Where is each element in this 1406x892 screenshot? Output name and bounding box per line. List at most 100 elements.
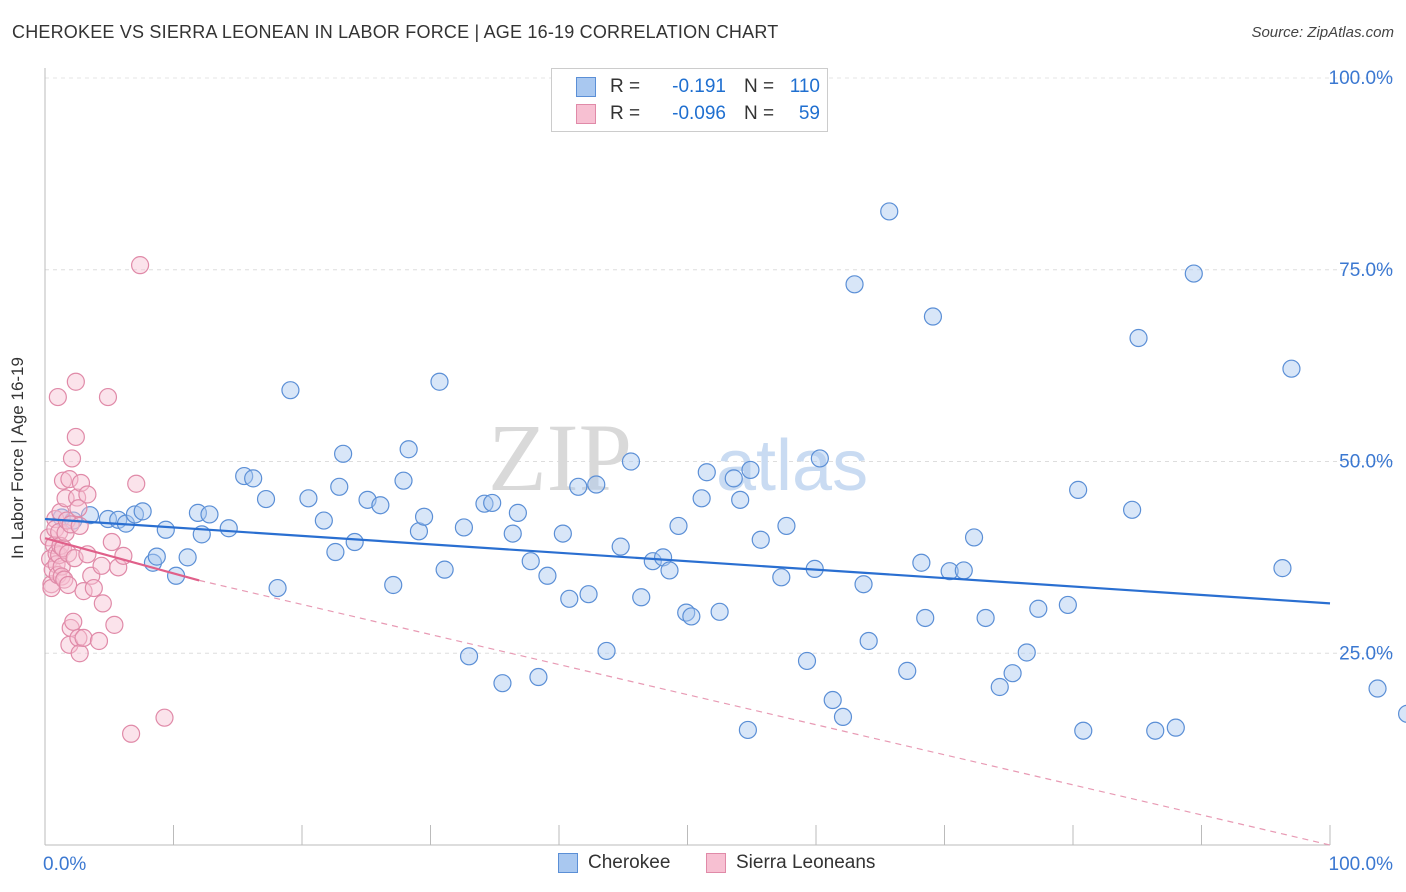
- point-cherokee: [299, 489, 318, 508]
- point-sierra-leonean: [59, 575, 78, 595]
- point-sierra-leonean: [92, 556, 111, 575]
- legend-n-value: 110: [789, 76, 820, 97]
- watermark: ZIP atlas: [488, 404, 868, 511]
- point-cherokee: [916, 608, 935, 628]
- trend-lines: [44, 517, 1331, 605]
- tick-labels: 25.0% 50.0% 75.0% 100.0% 0.0% 100.0%: [43, 68, 1393, 875]
- point-cherokee: [859, 631, 878, 651]
- point-cherokee: [384, 575, 403, 595]
- point-cherokee: [990, 677, 1009, 697]
- point-cherokee: [430, 372, 449, 391]
- legend-r-value: -0.191: [672, 76, 726, 97]
- point-cherokee: [898, 661, 917, 680]
- point-cherokee: [976, 608, 995, 628]
- point-cherokee: [1398, 704, 1406, 723]
- point-cherokee: [394, 471, 413, 490]
- point-cherokee: [880, 202, 899, 221]
- point-cherokee: [964, 528, 984, 547]
- legend-row-sierra-leoneans: R = -0.096 N = 59: [552, 101, 820, 127]
- point-cherokee: [219, 519, 238, 538]
- bottom-legend-swatch-cherokee: [558, 853, 578, 873]
- point-sierra-leonean: [84, 578, 103, 598]
- point-cherokee: [147, 547, 166, 566]
- point-cherokee: [178, 548, 197, 567]
- point-cherokee: [1123, 500, 1142, 519]
- x-tick-label: 100.0%: [1329, 854, 1394, 875]
- chart-title: CHEROKEE VS SIERRA LEONEAN IN LABOR FORC…: [12, 22, 779, 42]
- legend-n-label: N =: [744, 76, 775, 97]
- gridlines: [45, 77, 1395, 654]
- trend-line-sierra-leoneans: [44, 537, 200, 582]
- point-cherokee: [751, 530, 770, 549]
- point-cherokee: [326, 542, 345, 562]
- point-cherokee: [475, 494, 494, 513]
- point-cherokee: [797, 651, 817, 671]
- point-cherokee: [710, 602, 729, 621]
- point-cherokee: [508, 503, 527, 522]
- point-cherokee: [724, 469, 743, 488]
- point-cherokee: [399, 440, 418, 459]
- data-points: [39, 202, 1406, 743]
- legend-swatch-cherokee: [576, 77, 596, 97]
- bottom-legend-swatch-sierra-leoneans: [706, 853, 726, 873]
- point-cherokee: [923, 307, 943, 326]
- point-sierra-leonean: [89, 631, 109, 651]
- point-cherokee: [256, 489, 276, 509]
- y-tick-label: 100.0%: [1329, 68, 1394, 89]
- point-cherokee: [330, 477, 349, 496]
- point-cherokee: [268, 578, 287, 598]
- trend-lines-back: [199, 579, 1331, 846]
- point-cherokee: [1074, 721, 1093, 740]
- y-tick-label: 25.0%: [1339, 643, 1393, 664]
- point-cherokee: [414, 507, 434, 526]
- point-cherokee: [692, 489, 711, 508]
- point-cherokee: [643, 552, 662, 571]
- point-sierra-leonean: [98, 387, 118, 407]
- point-cherokee: [810, 449, 829, 468]
- point-cherokee: [1282, 359, 1301, 378]
- watermark-zip: ZIP: [488, 404, 632, 511]
- point-sierra-leonean: [48, 387, 67, 407]
- point-cherokee: [1017, 643, 1036, 662]
- point-sierra-leonean: [66, 427, 85, 447]
- point-sierra-leonean: [130, 256, 150, 275]
- point-cherokee: [682, 607, 701, 626]
- point-cherokee: [345, 532, 364, 552]
- point-cherokee: [777, 516, 796, 536]
- point-cherokee: [741, 460, 760, 480]
- point-sierra-leonean: [127, 474, 146, 493]
- y-tick-label: 50.0%: [1339, 452, 1393, 473]
- legend-row-cherokee: R = -0.191 N = 110: [552, 74, 820, 100]
- point-cherokee: [1184, 264, 1203, 283]
- point-sierra-leonean: [155, 708, 174, 727]
- trend-extension-sierra-leoneans: [199, 579, 1331, 846]
- point-cherokee: [579, 585, 598, 604]
- point-sierra-leonean: [71, 473, 91, 493]
- bottom-legend-sierra-leoneans: Sierra Leoneans: [706, 852, 875, 874]
- point-sierra-leonean: [78, 485, 97, 504]
- point-cherokee: [1273, 559, 1292, 578]
- point-cherokee: [133, 502, 152, 521]
- point-cherokee: [560, 589, 579, 608]
- point-cherokee: [569, 477, 588, 496]
- point-cherokee: [553, 524, 572, 543]
- point-cherokee: [334, 444, 353, 463]
- point-sierra-leonean: [60, 470, 79, 489]
- legend-r-value: -0.096: [672, 103, 726, 124]
- axes: [44, 68, 1331, 846]
- y-tick-label: 75.0%: [1339, 260, 1393, 281]
- point-cherokee: [371, 496, 390, 515]
- point-cherokee: [156, 520, 175, 539]
- point-cherokee: [493, 674, 512, 693]
- point-cherokee: [1146, 721, 1165, 740]
- point-cherokee: [611, 537, 630, 556]
- legend-r-label: R =: [610, 76, 641, 97]
- point-cherokee: [1058, 595, 1077, 615]
- point-cherokee: [632, 588, 651, 607]
- point-cherokee: [669, 516, 688, 536]
- point-cherokee: [188, 503, 208, 522]
- point-cherokee: [940, 562, 959, 581]
- y-axis-label: In Labor Force | Age 16-19: [8, 357, 27, 559]
- point-sierra-leonean: [69, 499, 88, 518]
